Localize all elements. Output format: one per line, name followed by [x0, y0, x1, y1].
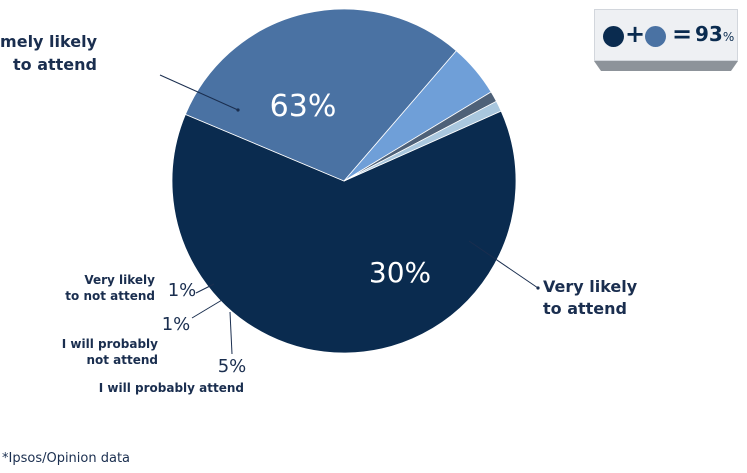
slice-category-label-4-line-1: I will probably	[62, 337, 158, 351]
leader-line-4	[191, 299, 223, 319]
badge-shadow	[594, 61, 738, 71]
source-footnote: *Ipsos/Opinion data	[2, 451, 131, 466]
slice-value-label-1: 63%	[270, 89, 337, 124]
combined-total-badge: + = 93%	[594, 9, 738, 61]
equals-sign: =	[672, 20, 693, 48]
slice-category-label-3-line-1: I will probably attend	[99, 381, 244, 395]
slice-category-label-2-line-1: Very likely	[543, 277, 638, 296]
leader-line-3	[229, 311, 233, 355]
leader-line-2	[468, 240, 539, 289]
slice-value-label-4: 1%	[162, 314, 191, 335]
slice-value-label-5: 1%	[168, 280, 197, 301]
extremely-likely-swatch	[603, 26, 624, 47]
slice-category-label-4-line-2: not attend	[86, 353, 158, 367]
slice-category-label-1-line-1: Extremely likely	[0, 32, 98, 51]
slice-category-label-1-line-2: to attend	[13, 55, 97, 74]
very-likely-swatch	[645, 26, 666, 47]
slice-value-label-2: 30%	[369, 256, 431, 289]
leader-line-1	[159, 74, 239, 111]
plus-sign: +	[625, 20, 646, 48]
slice-value-label-3: 5%	[218, 356, 247, 377]
slice-category-label-5-line-2: to not attend	[65, 289, 155, 303]
leader-dot-2	[536, 286, 540, 290]
slice-category-label-5-line-1: Very likely	[84, 273, 155, 287]
slice-category-label-2-line-2: to attend	[543, 299, 627, 318]
leader-dot-1	[236, 108, 240, 112]
pie-slice-1	[171, 110, 517, 354]
pie-slice-2	[184, 8, 457, 182]
leader-line-5	[195, 283, 215, 294]
combined-total-value: 93%	[695, 22, 735, 46]
pie-slice-5	[343, 100, 502, 182]
